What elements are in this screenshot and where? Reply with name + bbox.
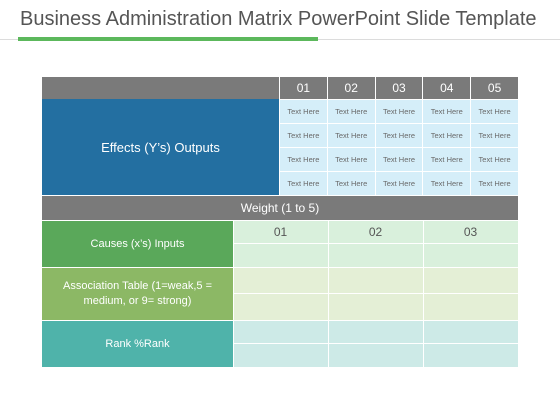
rank-cell (233, 320, 328, 343)
text-cell: Text Here (374, 147, 423, 171)
text-cell: Text Here (470, 147, 518, 171)
causes-cell (233, 220, 328, 243)
causes-cell (328, 243, 423, 267)
association-cell (423, 267, 518, 293)
causes-cell (233, 243, 328, 267)
text-cell: Text Here (326, 99, 375, 123)
causes-cell (328, 220, 423, 243)
text-cell: Text Here (374, 99, 423, 123)
association-cell (233, 267, 328, 293)
header-column-04: 04 (422, 77, 471, 99)
text-cell: Text Here (279, 99, 327, 123)
rank-cell (328, 320, 423, 343)
rank-cell (233, 343, 328, 367)
effects-outputs-label: Effects (Y’s) Outputs (42, 99, 279, 195)
header-corner (42, 77, 279, 99)
header-column-03: 03 (374, 77, 423, 99)
header-column-02: 02 (326, 77, 375, 99)
association-cell (328, 293, 423, 320)
causes-cell (423, 243, 518, 267)
rank-label: Rank %Rank (42, 320, 233, 367)
lower-column-03: 03 (463, 224, 478, 239)
rank-cell (328, 343, 423, 367)
slide-title: Business Administration Matrix PowerPoin… (20, 8, 537, 30)
text-cell: Text Here (279, 147, 327, 171)
text-cell: Text Here (422, 99, 471, 123)
causes-inputs-label: Causes (x’s) Inputs (42, 220, 233, 267)
association-cell (233, 293, 328, 320)
title-accent-bar (18, 37, 318, 41)
text-cell: Text Here (470, 171, 518, 195)
causes-cell (423, 220, 518, 243)
text-cell: Text Here (326, 147, 375, 171)
text-cell: Text Here (422, 147, 471, 171)
association-table-label: Association Table (1=weak,5 = medium, or… (42, 267, 233, 320)
text-cell: Text Here (326, 123, 375, 147)
association-cell (423, 293, 518, 320)
lower-column-02: 02 (368, 224, 383, 239)
rank-cell (423, 320, 518, 343)
text-cell: Text Here (374, 123, 423, 147)
header-column-05: 05 (470, 77, 518, 99)
weight-row: Weight (1 to 5) (42, 195, 518, 220)
association-cell (328, 267, 423, 293)
text-cell: Text Here (374, 171, 423, 195)
text-cell: Text Here (422, 123, 471, 147)
header-column-01: 01 (279, 77, 327, 99)
text-cell: Text Here (279, 171, 327, 195)
text-cell: Text Here (470, 123, 518, 147)
lower-column-01: 01 (273, 224, 288, 239)
text-cell: Text Here (326, 171, 375, 195)
rank-cell (423, 343, 518, 367)
text-cell: Text Here (279, 123, 327, 147)
text-cell: Text Here (470, 99, 518, 123)
text-cell: Text Here (422, 171, 471, 195)
